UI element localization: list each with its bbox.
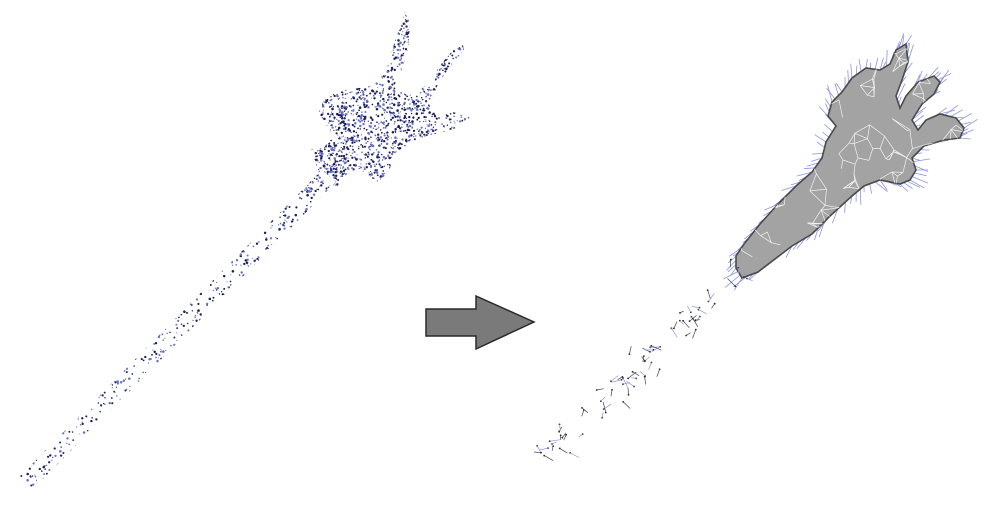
transform-arrow xyxy=(425,294,536,351)
triangle-mesh xyxy=(735,42,965,279)
point-cloud-trident xyxy=(18,12,470,490)
sparse-points xyxy=(534,258,753,461)
reconstructed-mesh-trident xyxy=(534,33,978,461)
point-cloud-points xyxy=(18,12,470,490)
